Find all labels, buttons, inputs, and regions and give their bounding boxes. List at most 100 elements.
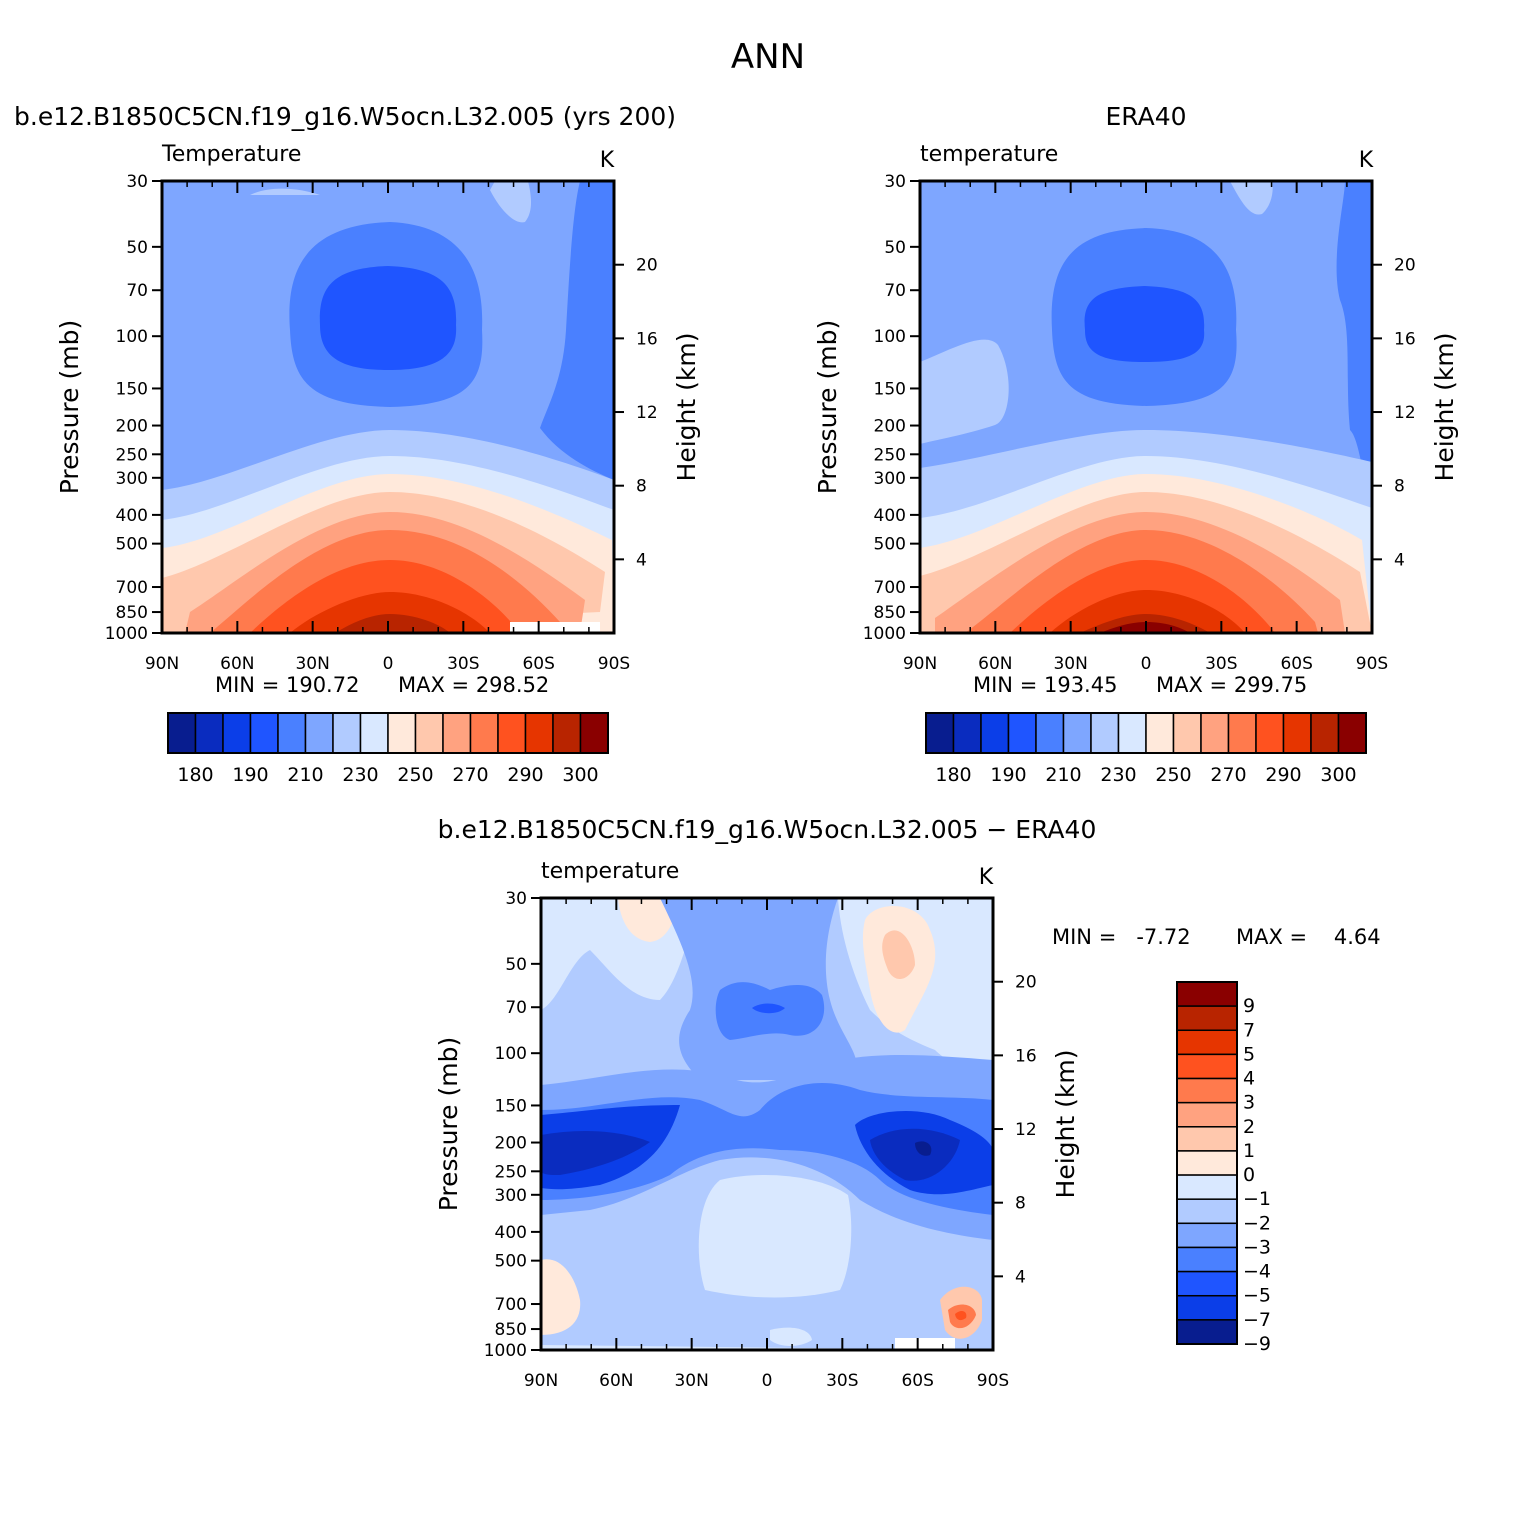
y2-tick-label: 20 [1394, 256, 1416, 276]
colorbar-swatch [1176, 1029, 1238, 1056]
diff-max-label: MAX = 4.64 [1236, 925, 1381, 949]
colorbar-label: −5 [1243, 1285, 1271, 1307]
x-tick-label: 30S [826, 1371, 858, 1391]
colorbar-swatch [194, 712, 224, 754]
colorbar-swatch [1310, 712, 1340, 754]
x-tick-label: 90S [598, 654, 630, 674]
colorbar-swatch [442, 712, 472, 754]
colorbar-label: 270 [452, 764, 488, 786]
y2-tick-label: 8 [1015, 1194, 1026, 1214]
y2-tick-label: 20 [636, 256, 658, 276]
y-tick-label: 250 [874, 445, 906, 465]
y-tick-label: 700 [495, 1295, 527, 1315]
obs-colorbar: 180 190 210 230 250 270 290 300 [925, 712, 1367, 786]
colorbar-label: −9 [1243, 1333, 1271, 1355]
y2-tick-label: 4 [1015, 1267, 1026, 1287]
colorbar-label: −7 [1243, 1309, 1271, 1331]
model-y2ticks: 20 16 12 8 4 [614, 256, 658, 570]
diff-units-label: K [979, 865, 994, 890]
y-tick-label: 150 [495, 1096, 527, 1116]
colorbar-swatch [1062, 712, 1092, 754]
obs-y2ticks: 20 16 12 8 4 [1372, 256, 1416, 570]
diff-ylabel: Pressure (mb) [434, 1037, 463, 1211]
model-contour-field [162, 181, 614, 633]
colorbar-swatch [1176, 1246, 1238, 1273]
obs-max-label: MAX = 299.75 [1156, 673, 1307, 697]
colorbar-swatch [1176, 1198, 1238, 1225]
y-tick-label: 150 [874, 379, 906, 399]
y-tick-label: 100 [495, 1044, 527, 1064]
colorbar-swatch [1176, 1319, 1238, 1345]
x-tick-label: 90N [145, 654, 179, 674]
model-units-label: K [600, 148, 615, 173]
x-tick-label: 0 [762, 1371, 773, 1391]
colorbar-label: 4 [1243, 1068, 1255, 1090]
model-min-label: MIN = 190.72 [215, 673, 359, 697]
y-tick-label: 700 [116, 578, 148, 598]
x-tick-label: 30N [674, 1371, 708, 1391]
colorbar-swatch [387, 712, 417, 754]
colorbar-swatch [1172, 712, 1202, 754]
colorbar-label: 300 [1320, 764, 1356, 786]
diff-subtitle: temperature [541, 859, 679, 884]
y2-tick-label: 4 [636, 550, 647, 570]
colorbar-swatch [497, 712, 527, 754]
colorbar-swatch [925, 712, 955, 754]
y2-tick-label: 8 [636, 477, 647, 497]
colorbar-swatch [1282, 712, 1312, 754]
colorbar-swatch [249, 712, 279, 754]
y-tick-label: 150 [116, 379, 148, 399]
x-tick-label: 90N [903, 654, 937, 674]
x-tick-label: 30N [1053, 654, 1087, 674]
colorbar-swatch [552, 712, 582, 754]
y-tick-label: 400 [495, 1223, 527, 1243]
x-tick-label: 90S [1356, 654, 1388, 674]
colorbar-swatch [1227, 712, 1257, 754]
colorbar-swatch [414, 712, 444, 754]
x-tick-label: 0 [1141, 654, 1152, 674]
y-tick-label: 1000 [105, 624, 148, 644]
model-panel-title: b.e12.B1850C5CN.f19_g16.W5ocn.L32.005 (y… [14, 102, 676, 131]
colorbar-swatch [1176, 1270, 1238, 1297]
colorbar-swatch [1176, 1174, 1238, 1200]
y2-tick-label: 4 [1394, 550, 1405, 570]
colorbar-swatch [469, 712, 499, 754]
y-tick-label: 500 [116, 535, 148, 555]
colorbar-swatch [1337, 712, 1367, 754]
colorbar-swatch [952, 712, 982, 754]
colorbar-label: 270 [1210, 764, 1246, 786]
y-tick-label: 30 [126, 172, 148, 192]
y2-tick-label: 16 [1394, 329, 1416, 349]
colorbar-swatch [1007, 712, 1037, 754]
diff-panel: temperature K Pressure (mb) Height (km) … [434, 859, 1381, 1391]
y2-tick-label: 8 [1394, 477, 1405, 497]
colorbar-label: 2 [1243, 1116, 1255, 1138]
obs-panel-title: ERA40 [1105, 102, 1186, 131]
colorbar-label: −3 [1243, 1236, 1271, 1258]
model-colorbar: 180 190 210 230 250 270 290 300 [167, 712, 609, 786]
y2-tick-label: 20 [1015, 973, 1037, 993]
diff-min-label: MIN = -7.72 [1052, 925, 1191, 949]
colorbar-label: −1 [1243, 1188, 1271, 1210]
y-tick-label: 70 [884, 281, 906, 301]
y-tick-label: 300 [495, 1186, 527, 1206]
y-tick-label: 850 [116, 603, 148, 623]
colorbar-label: 1 [1243, 1140, 1255, 1162]
colorbar-swatch [167, 712, 197, 754]
colorbar-label: 180 [177, 764, 213, 786]
colorbar-swatch [579, 712, 609, 754]
colorbar-swatch [332, 712, 362, 754]
y2-tick-label: 16 [1015, 1046, 1037, 1066]
model-max-label: MAX = 298.52 [398, 673, 549, 697]
colorbar-swatch [277, 712, 307, 754]
colorbar-swatch [1176, 1222, 1238, 1249]
colorbar-swatch [1176, 1101, 1238, 1128]
y-tick-label: 300 [116, 469, 148, 489]
obs-xticks: 90N 60N 30N 0 30S 60S 90S [903, 181, 1388, 674]
y-tick-label: 50 [505, 955, 527, 975]
x-tick-label: 90N [524, 1371, 558, 1391]
y2-tick-label: 16 [636, 329, 658, 349]
